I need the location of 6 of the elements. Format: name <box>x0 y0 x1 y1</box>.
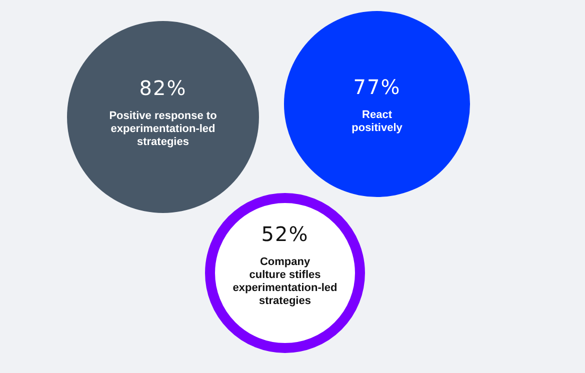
category-label: React positively <box>352 109 404 134</box>
data-label: 77% <box>353 75 401 99</box>
category-label: Positive response to experimentation-led strategies <box>109 110 218 148</box>
category-label: Company culture stifles experimentation-led strategies <box>232 256 338 307</box>
data-label: 52% <box>261 222 309 246</box>
data-label: 82% <box>139 76 187 100</box>
